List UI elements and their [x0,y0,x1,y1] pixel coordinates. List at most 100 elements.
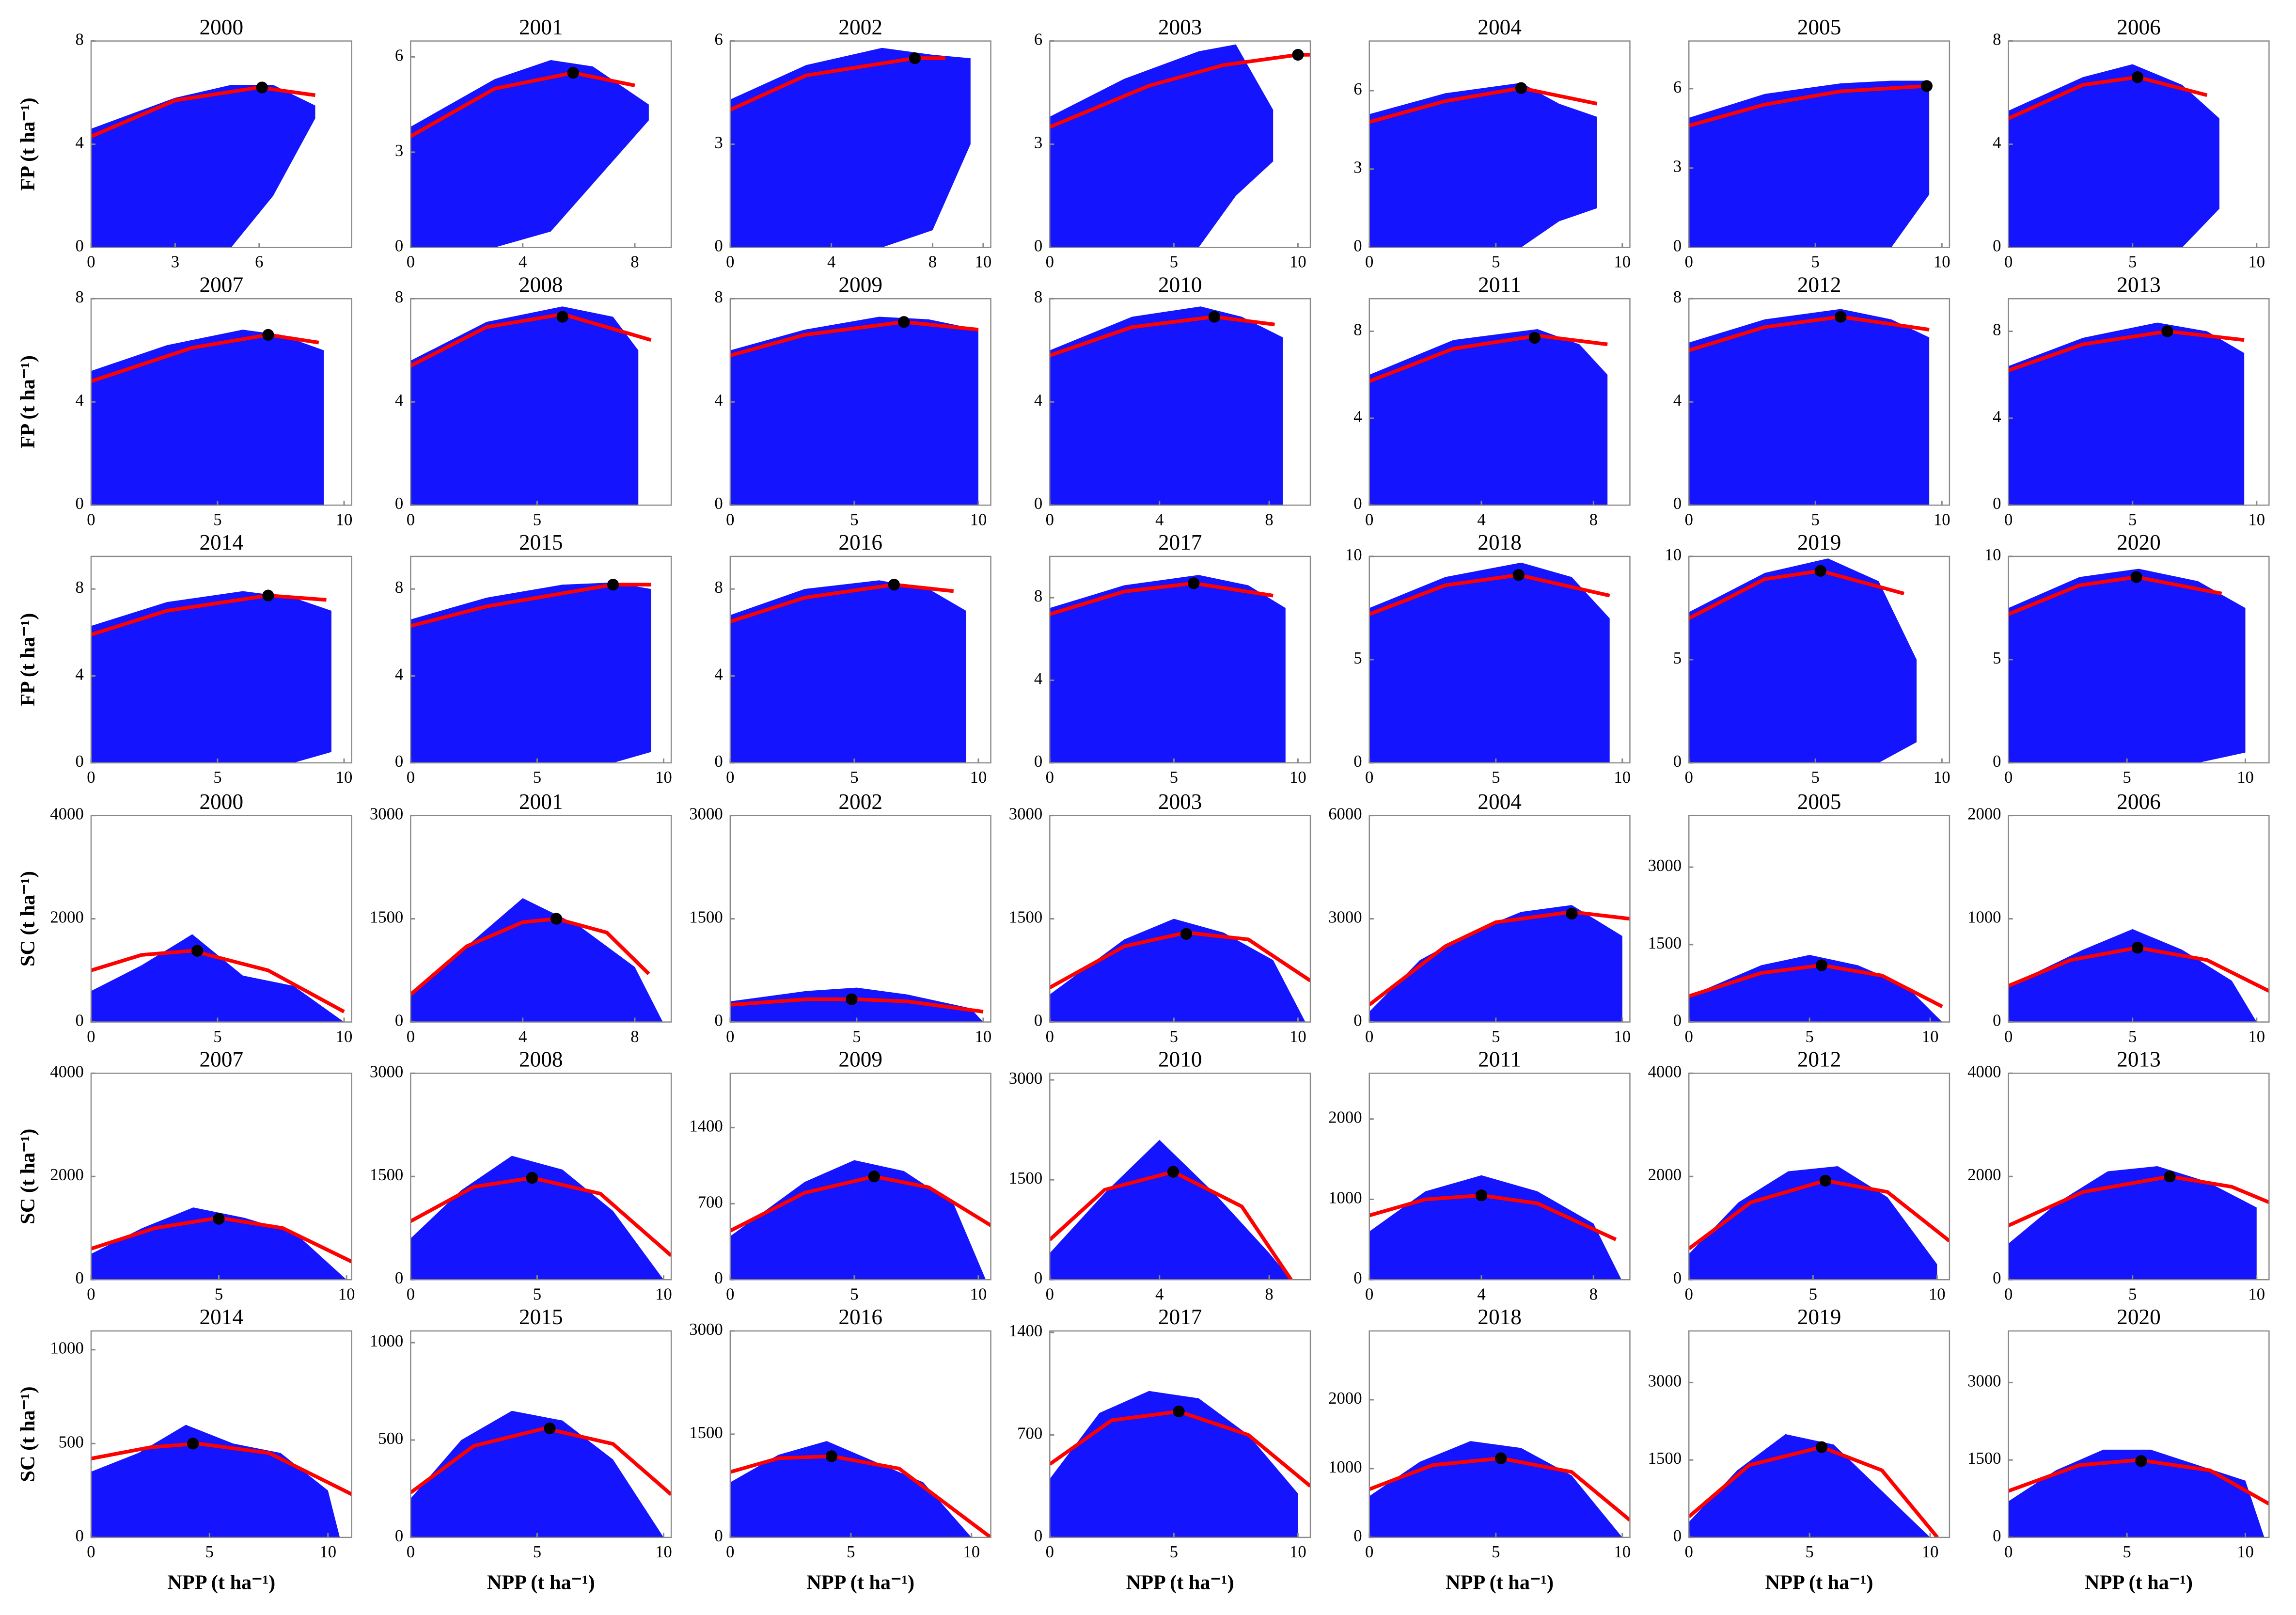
peak-point [187,1438,199,1450]
plot-area [410,1156,672,1280]
y-tick-label: 4 [1034,669,1042,688]
panel: 2018 0 5 10 0 5 10 [1345,530,1631,787]
x-tick-label: 4 [519,1027,527,1046]
point-cloud [1689,1166,1937,1280]
y-tick-label: 8 [395,287,403,306]
y-tick-label: 0 [395,494,403,513]
panel: 2006 0 5 10 0 4 8 [1993,15,2270,271]
axes-frame [1688,1330,1950,1538]
y-tick-label: 0 [1353,1526,1362,1545]
y-tick-label: 1500 [370,908,403,927]
y-tick-label: 6000 [1328,805,1362,823]
plot-area [730,1160,991,1280]
peak-point [256,81,268,94]
x-tick-label: 5 [1811,768,1820,787]
x-tick-label: 5 [847,1542,855,1561]
x-tick-label: 0 [87,1027,95,1046]
x-tick-label: 0 [1685,768,1693,787]
plot-area [91,85,316,248]
plot-area [2008,1166,2269,1280]
y-tick-label: 0 [395,1011,403,1030]
point-cloud [1689,955,1942,1022]
peak-point [1167,1166,1179,1178]
panel: 2015 0 5 10 0 4 8 [395,530,672,787]
plot-area [91,934,345,1022]
y-tick-label: 0 [1353,236,1362,255]
panel: 2013 0 5 10 0 2000 4000 [1967,1047,2270,1303]
point-cloud [730,1160,986,1280]
peak-point [526,1172,538,1184]
panel-title: 2013 [2117,272,2161,297]
panel: 2015 0 5 10 0 500 1000 NPP (t ha⁻¹) [370,1305,672,1594]
panel: 2005 0 5 10 0 3 6 [1673,15,1950,271]
plot-area [1369,82,1598,248]
x-tick-label: 8 [1265,510,1273,529]
x-tick-label: 8 [1265,1284,1273,1303]
x-tick-label: 5 [213,768,221,787]
x-tick-label: 5 [850,768,858,787]
peak-point [1566,907,1578,920]
peak-point [213,1213,225,1225]
y-tick-label: 1000 [1328,1457,1362,1476]
x-tick-label: 0 [407,768,415,787]
point-cloud [1689,309,1930,506]
point-cloud [91,934,344,1022]
panel-title: 2011 [1478,1047,1521,1072]
panel: 2019 0 5 10 0 5 10 [1665,530,1950,787]
x-tick-label: 5 [1492,1027,1500,1046]
y-tick-label: 1500 [1967,1449,2001,1468]
panel-title: 2000 [200,15,244,39]
panel-title: 2010 [1158,272,1202,297]
y-tick-label: 0 [1673,236,1682,255]
point-cloud [730,987,983,1022]
panel-title: 2006 [2117,15,2161,39]
y-tick-label: 8 [1993,30,2001,49]
y-tick-label: 1000 [370,1331,403,1350]
y-tick-label: 0 [1993,236,2001,255]
fit-curve [1369,573,1610,616]
plot-area [1689,80,1930,248]
plot-area [91,330,324,506]
panel: 2001 0 4 8 0 3 6 [395,15,672,271]
point-cloud [730,1441,972,1537]
y-tick-label: 8 [1034,287,1042,306]
peak-point [1515,82,1527,94]
y-tick-label: 1000 [1967,908,2001,927]
panel-title: 2004 [1478,790,1522,814]
y-tick-label: 3 [1353,158,1362,177]
fit-curve [1369,86,1598,124]
panel-title: 2005 [1797,790,1841,814]
y-tick-label: 3 [714,133,723,152]
panel-title: 2002 [838,790,882,814]
x-tick-label: 5 [1492,768,1500,787]
fit-curve [2008,329,2245,372]
peak-point [1819,1174,1831,1187]
y-tick-label: 0 [714,494,723,513]
fit-curve [730,583,954,624]
x-tick-label: 10 [1614,1542,1631,1561]
x-tick-label: 0 [2004,1027,2013,1046]
panel-title: 2010 [1158,1047,1202,1072]
peak-point [846,993,858,1005]
plot-area [410,60,649,248]
x-tick-label: 10 [336,510,353,529]
fit-curve [91,85,316,139]
x-tick-label: 4 [827,253,835,271]
y-tick-label: 4 [1993,133,2001,152]
panel: 2011 0 4 8 0 1000 2000 [1328,1047,1631,1303]
y-tick-label: 4 [1353,407,1362,426]
y-tick-label: 0 [75,494,83,513]
x-tick-label: 4 [1477,1284,1485,1303]
y-tick-label: 0 [1353,494,1362,513]
panel-title: 2006 [2117,790,2161,814]
panel-title: 2005 [1797,15,1841,39]
x-tick-label: 0 [1685,1284,1693,1303]
x-axis-label: NPP (t ha⁻¹) [2085,1571,2193,1594]
y-tick-label: 8 [714,578,723,597]
y-tick-label: 0 [1993,752,2001,771]
y-tick-label: 0 [714,236,723,255]
plot-area [1689,1434,1939,1537]
panel-title: 2002 [838,15,882,39]
point-cloud [1689,80,1930,248]
